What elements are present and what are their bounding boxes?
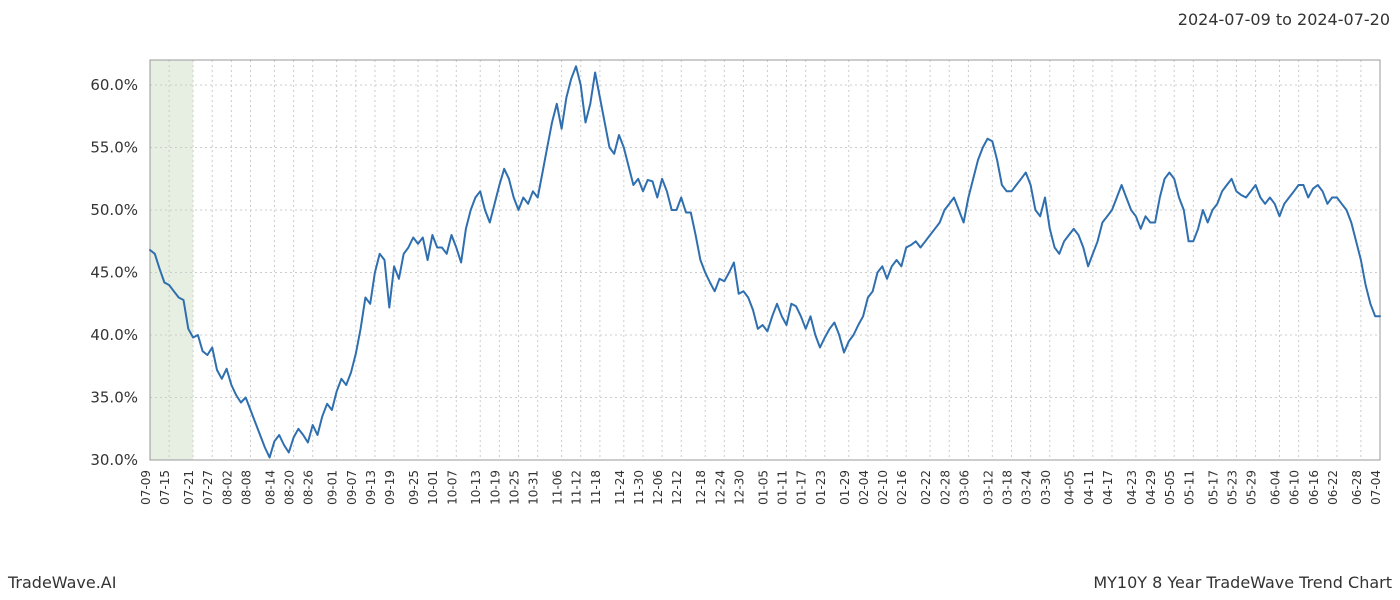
x-tick-label: 10-25 bbox=[508, 470, 522, 505]
x-tick-label: 07-27 bbox=[201, 470, 215, 505]
x-tick-label: 11-24 bbox=[613, 470, 627, 505]
x-tick-label: 04-23 bbox=[1125, 470, 1139, 505]
x-tick-label: 12-30 bbox=[732, 470, 746, 505]
x-tick-label: 01-05 bbox=[756, 470, 770, 505]
x-tick-label: 12-24 bbox=[713, 470, 727, 505]
x-tick-label: 11-30 bbox=[632, 470, 646, 505]
x-tick-label: 07-21 bbox=[182, 470, 196, 505]
x-tick-label: 11-18 bbox=[589, 470, 603, 505]
x-tick-label: 05-05 bbox=[1163, 470, 1177, 505]
x-tick-label: 07-09 bbox=[139, 470, 153, 505]
x-tick-label: 08-02 bbox=[220, 470, 234, 505]
x-tick-label: 01-29 bbox=[838, 470, 852, 505]
x-tick-label: 10-31 bbox=[527, 470, 541, 505]
y-tick-label: 60.0% bbox=[90, 76, 138, 94]
x-tick-label: 10-07 bbox=[445, 470, 459, 505]
x-tick-label: 01-11 bbox=[776, 470, 790, 505]
x-tick-label: 02-10 bbox=[876, 470, 890, 505]
x-tick-label: 05-17 bbox=[1206, 470, 1220, 505]
x-tick-label: 03-06 bbox=[957, 470, 971, 505]
y-tick-label: 30.0% bbox=[90, 451, 138, 469]
x-tick-label: 06-28 bbox=[1350, 470, 1364, 505]
x-tick-label: 04-29 bbox=[1144, 470, 1158, 505]
y-tick-label: 35.0% bbox=[90, 389, 138, 407]
x-tick-label: 12-06 bbox=[651, 470, 665, 505]
x-tick-label: 02-04 bbox=[857, 470, 871, 505]
x-tick-label: 09-13 bbox=[364, 470, 378, 505]
chart-title: MY10Y 8 Year TradeWave Trend Chart bbox=[1093, 573, 1392, 592]
y-tick-label: 55.0% bbox=[90, 139, 138, 157]
y-tick-label: 45.0% bbox=[90, 264, 138, 282]
x-tick-label: 12-12 bbox=[670, 470, 684, 505]
x-tick-label: 05-23 bbox=[1225, 470, 1239, 505]
y-tick-label: 50.0% bbox=[90, 201, 138, 219]
x-tick-label: 11-06 bbox=[551, 470, 565, 505]
x-tick-label: 10-19 bbox=[488, 470, 502, 505]
x-tick-label: 06-10 bbox=[1288, 470, 1302, 505]
x-tick-label: 05-29 bbox=[1245, 470, 1259, 505]
x-tick-label: 02-28 bbox=[938, 470, 952, 505]
trend-line-chart: 30.0% 35.0% 40.0% 45.0% 50.0% 55.0% 60.0% 07-09… bbox=[0, 40, 1400, 540]
x-tick-label: 07-04 bbox=[1369, 470, 1383, 505]
x-tick-label: 04-17 bbox=[1101, 470, 1115, 505]
y-tick-label: 40.0% bbox=[90, 326, 138, 344]
x-tick-label: 06-22 bbox=[1326, 470, 1340, 505]
x-tick-label: 03-30 bbox=[1039, 470, 1053, 505]
x-tick-label: 09-19 bbox=[383, 470, 397, 505]
x-tick-label: 09-25 bbox=[407, 470, 421, 505]
x-tick-label: 06-16 bbox=[1307, 470, 1321, 505]
x-tick-label: 06-04 bbox=[1268, 470, 1282, 505]
x-tick-label: 01-17 bbox=[795, 470, 809, 505]
x-tick-label: 01-23 bbox=[814, 470, 828, 505]
x-tick-label: 03-12 bbox=[981, 470, 995, 505]
x-tick-label: 02-22 bbox=[919, 470, 933, 505]
x-tick-label: 03-18 bbox=[1000, 470, 1014, 505]
x-tick-label: 05-11 bbox=[1182, 470, 1196, 505]
x-tick-label: 10-13 bbox=[469, 470, 483, 505]
x-tick-label: 12-18 bbox=[694, 470, 708, 505]
x-tick-label: 07-15 bbox=[158, 470, 172, 505]
date-range-label: 2024-07-09 to 2024-07-20 bbox=[1178, 10, 1390, 29]
x-tick-label: 08-14 bbox=[263, 470, 277, 505]
x-tick-label: 04-11 bbox=[1082, 470, 1096, 505]
brand-label: TradeWave.AI bbox=[8, 573, 116, 592]
x-tick-label: 11-12 bbox=[570, 470, 584, 505]
x-tick-label: 10-01 bbox=[426, 470, 440, 505]
x-tick-label: 08-20 bbox=[283, 470, 297, 505]
x-tick-label: 08-26 bbox=[302, 470, 316, 505]
trend-line bbox=[150, 66, 1380, 457]
x-tick-label: 02-16 bbox=[895, 470, 909, 505]
x-tick-label: 08-08 bbox=[240, 470, 254, 505]
x-tick-label: 09-01 bbox=[326, 470, 340, 505]
x-tick-label: 09-07 bbox=[345, 470, 359, 505]
x-tick-label: 04-05 bbox=[1063, 470, 1077, 505]
x-tick-label: 03-24 bbox=[1020, 470, 1034, 505]
